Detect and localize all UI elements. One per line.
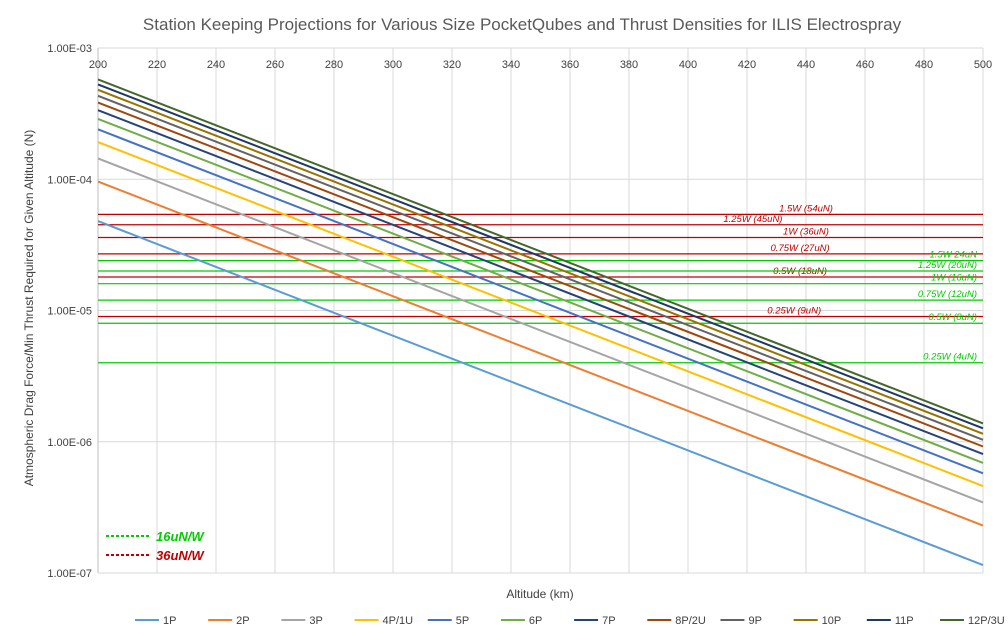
series-line-11p (97, 83, 984, 430)
reference-line-label: 1W (36uN) (783, 226, 829, 237)
series-line-12p-3u (97, 78, 984, 425)
legend-entry: 9P (748, 615, 761, 627)
legend-entry: 5P (456, 615, 469, 627)
legend-entry: 12P/3U (968, 615, 1005, 627)
reference-line-label: 1.25W (45uN) (723, 214, 782, 225)
series-line-1p (97, 220, 984, 566)
reference-lines: 1.5W (54uN)1.25W (45uN)1W (36uN) 0.75W (2… (98, 203, 983, 364)
reference-line-label: 0.5W (8uN) (928, 312, 977, 323)
reference-line-label: 1.5W (54uN) (779, 203, 833, 214)
legend: 1P 2P 3P 4P/1U 5P 6P 7P 8P/2U 9P 10P 11P 12P/3U (135, 615, 1005, 627)
reference-line-label: 1W (16uN) (931, 273, 977, 284)
reference-line-label: 0.75W (12uN) (918, 289, 977, 300)
series-lines (97, 78, 984, 566)
x-tick-label: 500 (974, 59, 992, 71)
x-tick-label: 420 (738, 59, 756, 71)
x-tick-label: 480 (915, 59, 933, 71)
legend-entry: 11P (895, 615, 914, 627)
x-tick-label: 240 (207, 59, 225, 71)
reference-line-label: 0.25W (9uN) (767, 306, 821, 317)
y-tick-label: 1.00E-04 (47, 174, 92, 186)
reference-line-label: 0.25W (4uN) (923, 352, 977, 363)
legend-entry: 2P (236, 615, 249, 627)
series-line-3p (97, 157, 984, 504)
series-line-2p (97, 180, 984, 527)
legend-entry: 6P (529, 615, 542, 627)
thrust-density-key: 16uN/W 36uN/W (106, 529, 205, 563)
key-label: 36uN/W (156, 548, 205, 563)
reference-line-label: 0.75W (27uN) (771, 243, 830, 254)
x-tick-label: 360 (561, 59, 579, 71)
legend-entry: 7P (602, 615, 615, 627)
y-tick-label: 1.00E-03 (47, 43, 92, 55)
x-tick-label: 260 (266, 59, 284, 71)
x-tick-label: 460 (856, 59, 874, 71)
key-label: 16uN/W (156, 529, 205, 544)
x-axis-label: Altitude (km) (506, 587, 573, 601)
legend-entry: 8P/2U (675, 615, 706, 627)
series-line-8p-2u (97, 101, 984, 448)
legend-entry: 1P (163, 615, 176, 627)
x-tick-label: 280 (325, 59, 343, 71)
y-tick-label: 1.00E-05 (47, 306, 92, 318)
x-tick-label: 440 (797, 59, 815, 71)
series-line-7p (97, 109, 984, 456)
reference-line-label: 1.25W (20uN) (918, 260, 977, 271)
y-tick-label: 1.00E-06 (47, 437, 92, 449)
legend-entry: 10P (822, 615, 842, 627)
x-tick-label: 200 (89, 59, 107, 71)
series-line-6p (97, 118, 984, 464)
series-line-4p-1u (97, 141, 984, 487)
series-line-10p (97, 88, 984, 435)
x-tick-label: 320 (443, 59, 461, 71)
axis-ticks: 200 220 240 260 280 300 320 340 360 380 400 420 440 4… (47, 43, 992, 580)
x-tick-label: 340 (502, 59, 520, 71)
series-line-9p (97, 94, 984, 441)
x-tick-label: 400 (679, 59, 697, 71)
x-tick-label: 380 (620, 59, 638, 71)
grid (97, 47, 984, 574)
y-tick-label: 1.00E-07 (47, 568, 92, 580)
legend-entry: 4P/1U (383, 615, 414, 627)
series-line-5p (97, 128, 984, 475)
x-tick-label: 300 (384, 59, 402, 71)
x-tick-label: 220 (148, 59, 166, 71)
legend-entry: 3P (309, 615, 322, 627)
reference-line-label: 1.5W 24uN (929, 250, 977, 261)
chart-title: Station Keeping Projections for Various … (143, 15, 902, 34)
y-axis-label: Atmospheric Drag Force/Min Thrust Requir… (22, 130, 36, 487)
